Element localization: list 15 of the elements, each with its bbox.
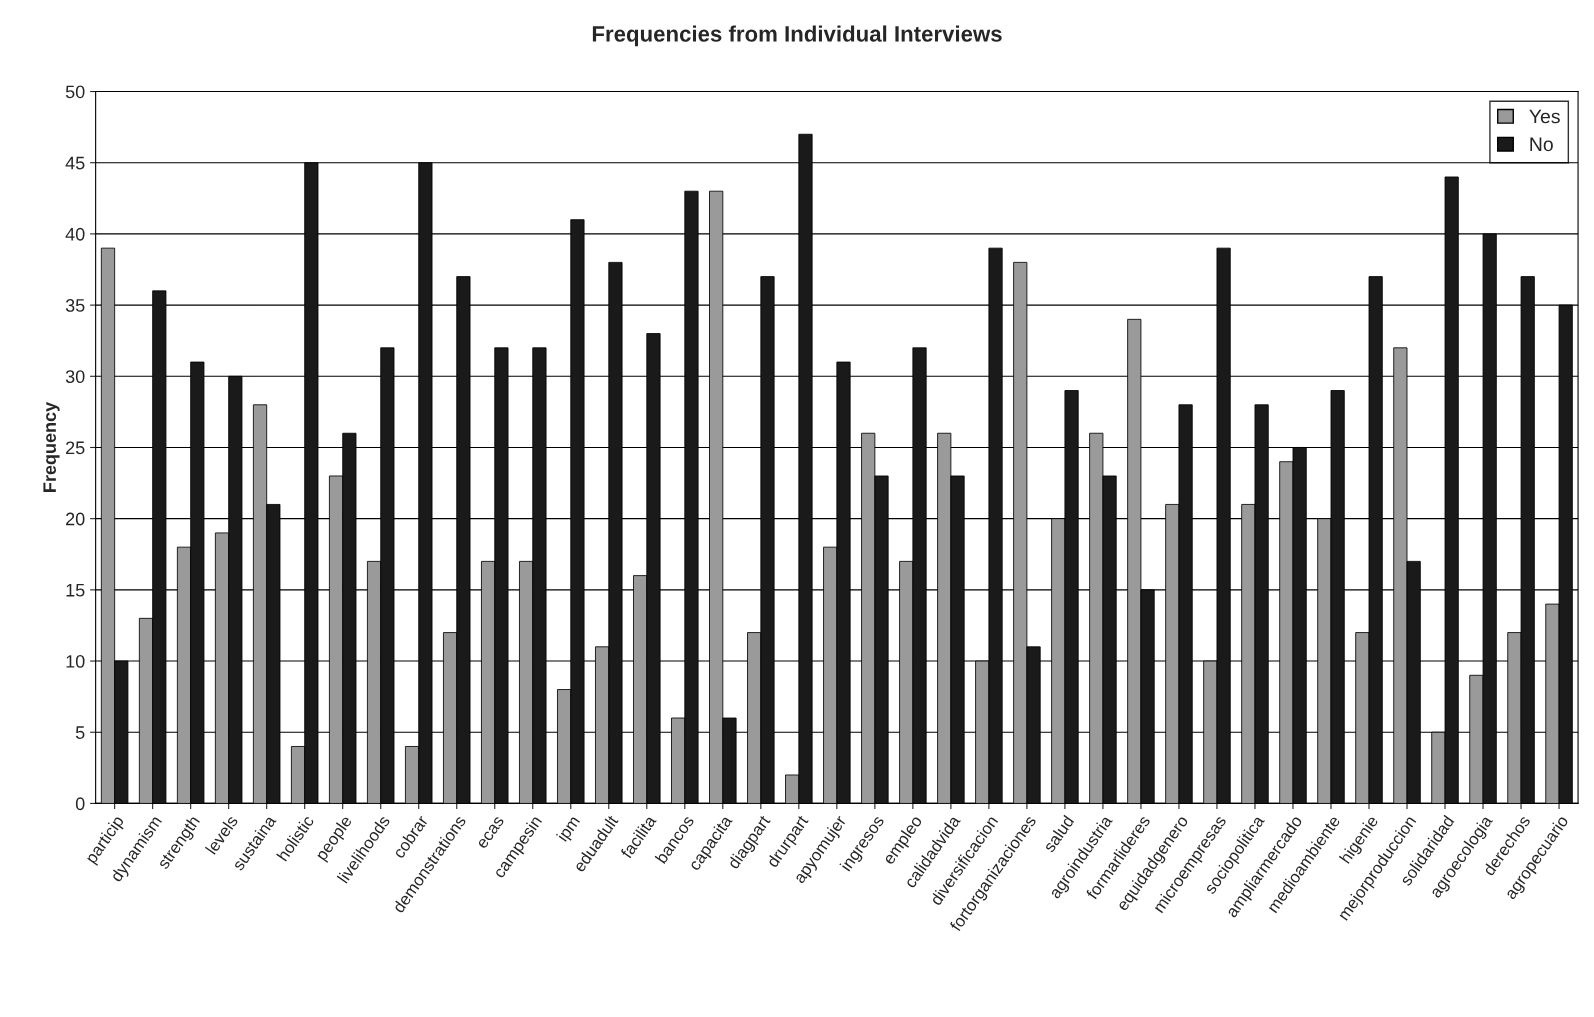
y-axis-title: Frequency	[43, 401, 60, 492]
y-tick-label: 50	[65, 85, 85, 99]
y-tick-label: 35	[65, 299, 85, 312]
y-tick-label: 10	[66, 654, 85, 668]
y-tick-label: 15	[66, 583, 85, 597]
y-tick-label: 45	[65, 156, 85, 170]
legend-label: Yes	[1529, 109, 1560, 124]
y-tick-label: 20	[66, 512, 85, 526]
y-tick-label: 0	[75, 797, 85, 811]
legend-label: No	[1530, 137, 1553, 152]
y-tick-label: 40	[65, 227, 85, 241]
chart-title: Frequencies from Individual Interviews	[592, 25, 1002, 47]
y-tick-label: 25	[66, 441, 85, 455]
y-tick-label: 5	[75, 726, 85, 739]
y-tick-label: 30	[65, 370, 85, 384]
